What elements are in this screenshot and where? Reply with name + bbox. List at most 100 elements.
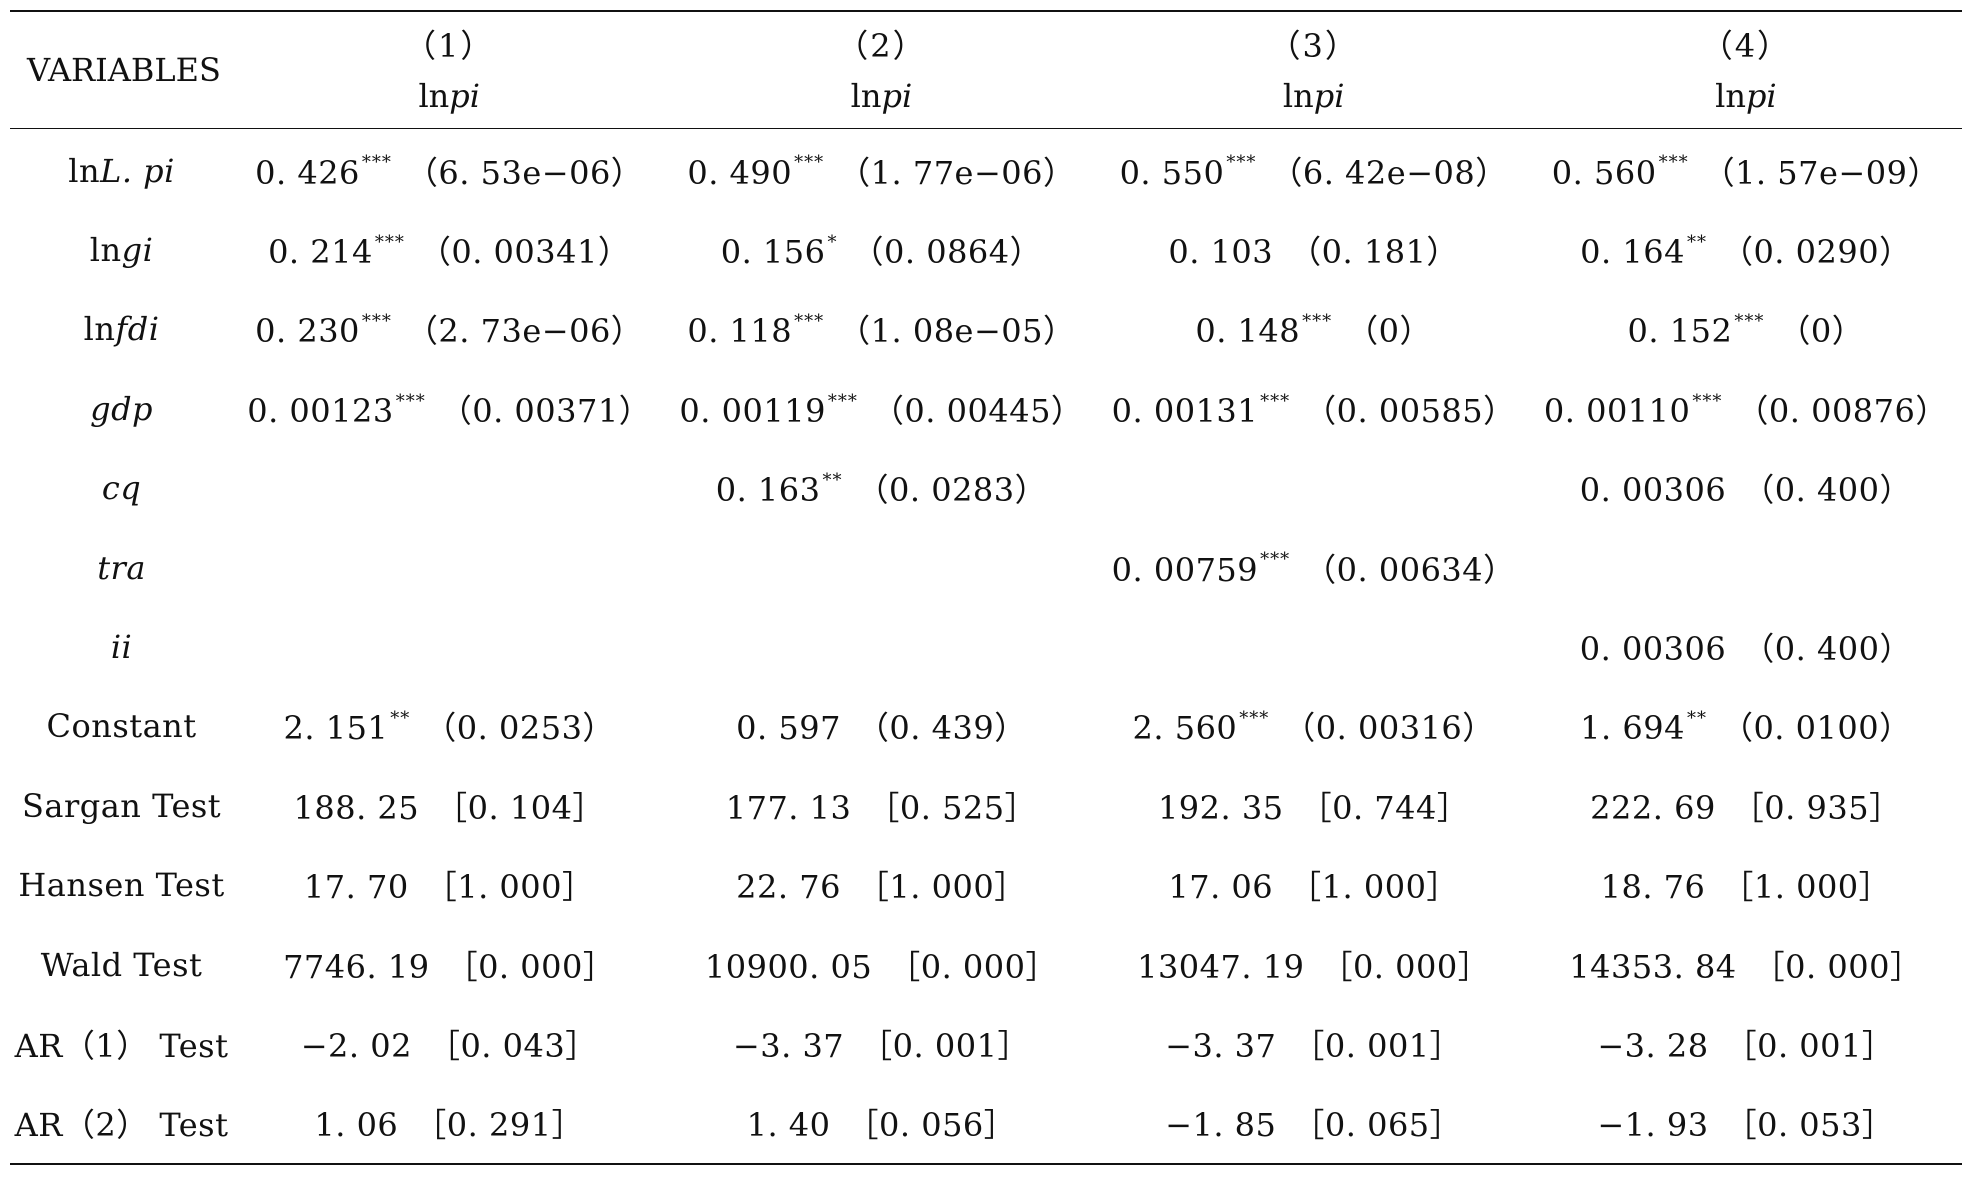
model-4-cell: 0. 00306 （0. 400） [1530,607,1962,686]
model-3-cell: 13047. 19 ［0. 000］ [1098,925,1530,1004]
row-label-text: AR（1） Test [14,1026,229,1065]
row-label: Constant [10,687,233,766]
model-4-cell: 14353. 84 ［0. 000］ [1530,925,1962,1004]
significance-stars: *** [395,390,426,412]
p-value: （2. 73e−06） [405,312,644,351]
model-1-cell [233,449,665,528]
p-value: ［0. 104］ [435,788,605,827]
model-4-cell: 0. 00110 *** （0. 00876） [1530,369,1962,448]
row-label: ii [10,607,233,686]
model-1-header: （1） lnpi [233,11,665,129]
model-4-cell: 222. 69 ［0. 935］ [1530,766,1962,845]
row-label: gdp [10,369,233,448]
dependent-variable: lnpi [233,70,665,128]
model-4-cell: 1. 694 ** （0. 0100） [1530,687,1962,766]
model-2-cell: 10900. 05 ［0. 000］ [665,925,1097,1004]
p-value: （0. 0283） [856,471,1048,510]
model-1-cell: 188. 25 ［0. 104］ [233,766,665,845]
coefficient: 1. 06 [314,1106,399,1145]
row-label: lnfdi [10,290,233,369]
p-value: ［0. 935］ [1731,788,1902,827]
row-label-text: Wald Test [40,945,203,984]
model-1-cell: 17. 70 ［1. 000］ [233,846,665,925]
coefficient: 0. 597 [736,709,841,748]
row-label-text: ln [68,151,101,190]
model-3-header: （3） lnpi [1098,11,1530,129]
model-2-cell: 0. 597 （0. 439） [665,687,1097,766]
model-3-cell: 0. 550 *** （6. 42e−08） [1098,129,1530,211]
coefficient: 2. 560 [1132,709,1238,748]
significance-stars: *** [1692,390,1723,412]
dep-italic: pi [449,77,480,115]
p-value: ［0. 065］ [1292,1106,1463,1145]
model-2-header: （2） lnpi [665,11,1097,129]
model-2-cell [665,528,1097,607]
coefficient: 0. 00123 [247,391,394,430]
coefficient: 0. 164 [1580,233,1685,272]
row-label-text: Hansen Test [18,866,225,905]
coefficient: 0. 00131 [1111,391,1259,430]
row-label-italic: gdp [90,389,154,428]
row-label-italic: fdi [115,310,160,349]
coefficient: 188. 25 [293,788,420,827]
coefficient: −3. 37 [1165,1026,1277,1065]
model-1-cell: 1. 06 ［0. 291］ [233,1084,665,1164]
coefficient: 192. 35 [1157,788,1284,827]
dep-italic: pi [1745,77,1777,115]
table-body: lnL. pi 0. 426 *** （6. 53e−06） 0. 490 *** （1. … [10,128,1962,1165]
coefficient: 0. 163 [715,471,821,510]
model-2-cell: 22. 76 ［1. 000］ [665,846,1097,925]
coefficient: −2. 02 [300,1026,412,1065]
coefficient: 0. 560 [1551,153,1657,192]
significance-stars: ** [822,469,843,491]
p-value: ［0. 043］ [427,1026,598,1065]
model-2-cell: 177. 13 ［0. 525］ [665,766,1097,845]
regression-table-container: VARIABLES （1） lnpi （2） lnpi （3） lnpi （4）… [10,10,1962,1165]
table-row: Wald Test 7746. 19 ［0. 000］ 10900. 05 ［0. 00… [10,925,1962,1004]
significance-stars: *** [1734,311,1765,333]
coefficient: 0. 00306 [1579,471,1727,510]
model-4-cell: 0. 164 ** （0. 0290） [1530,210,1962,289]
p-value: （0） [1346,312,1432,351]
model-3-cell [1098,449,1530,528]
model-1-cell: −2. 02 ［0. 043］ [233,1004,665,1083]
row-label: Wald Test [10,925,233,1004]
p-value: （0. 00445） [871,391,1084,430]
model-number: （1） [404,27,495,65]
significance-stars: *** [794,311,825,333]
p-value: （0. 00341） [418,233,631,272]
coefficient: 0. 00110 [1543,391,1691,430]
model-number: （3） [1268,27,1359,65]
model-3-cell: 0. 00131 *** （0. 00585） [1098,369,1530,448]
model-4-cell: −1. 93 ［0. 053］ [1530,1084,1962,1164]
row-label: AR（1） Test [10,1004,233,1083]
p-value: （0. 00316） [1283,709,1495,748]
row-label: Hansen Test [10,846,233,925]
model-4-header: （4） lnpi [1530,11,1962,129]
row-label-text: Sargan Test [21,786,222,825]
p-value: ［0. 000］ [445,947,616,986]
coefficient: 0. 00759 [1111,550,1259,589]
model-2-cell: 0. 156 * （0. 0864） [665,210,1097,289]
coefficient: −1. 93 [1597,1106,1709,1145]
table-row: ii 0. 00306 （0. 400） [10,607,1962,686]
dep-italic: pi [1313,77,1345,115]
row-label-italic: L. pi [100,151,175,190]
coefficient: 13047. 19 [1137,947,1305,986]
p-value: ［0. 000］ [1752,947,1923,986]
coefficient: 0. 230 [255,312,360,351]
model-2-cell: 0. 118 *** （1. 08e−05） [665,290,1097,369]
model-1-cell: 0. 214 *** （0. 00341） [233,210,665,289]
dep-prefix: ln [418,77,450,115]
p-value: （1. 77e−06） [838,153,1076,192]
coefficient: 0. 550 [1119,153,1225,192]
model-4-cell: 0. 560 *** （1. 57e−09） [1530,129,1962,211]
header-row: VARIABLES （1） lnpi （2） lnpi （3） lnpi （4）… [10,11,1962,129]
significance-stars: *** [361,311,392,333]
model-3-cell: −3. 37 ［0. 001］ [1098,1004,1530,1083]
row-label: AR（2） Test [10,1084,233,1164]
row-label: lnL. pi [10,129,233,211]
dep-italic: pi [881,77,913,115]
significance-stars: *** [1226,152,1257,174]
coefficient: 7746. 19 [283,947,430,986]
